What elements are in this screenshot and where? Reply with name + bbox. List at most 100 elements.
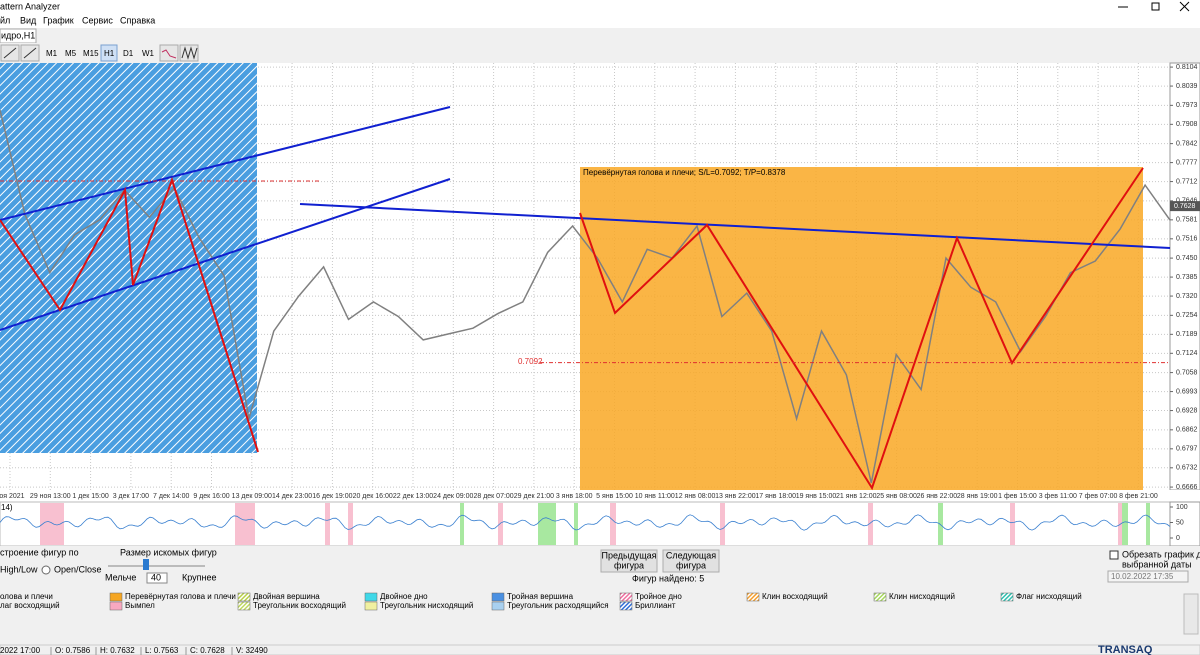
x-tick-label: 17 янв 18:00: [755, 493, 796, 500]
size-value: 40: [151, 572, 161, 582]
legend-label: Клин восходящий: [762, 592, 828, 601]
x-tick-label: ноя 2021: [0, 493, 25, 500]
indicator-tick-label: 100: [1176, 504, 1188, 511]
price-line: [0, 109, 1171, 484]
chart-overlay: 0.8104 0.8039 0.7973 0.7908 0.7842 0.7777 0.77…: [0, 64, 1200, 500]
x-tick-label: 1 дек 15:00: [72, 493, 108, 500]
x-tick-label: 13 янв 22:00: [715, 493, 756, 500]
x-tick-label: 25 янв 08:00: [876, 493, 917, 500]
signal-bar: [348, 503, 353, 545]
signal-bar: [1122, 503, 1128, 545]
tab-strip: [0, 28, 1200, 43]
x-tick-label: 22 дек 13:00: [393, 493, 433, 500]
timeframe-button[interactable]: [62, 45, 78, 61]
timeframe-button[interactable]: [139, 45, 155, 61]
x-tick-label: 1 фев 15:00: [998, 493, 1037, 500]
menu-item[interactable]: Сервис: [82, 15, 113, 25]
y-tick-label: 0.7450: [1176, 255, 1198, 262]
nav-button[interactable]: [662, 549, 720, 573]
signal-bar: [574, 503, 578, 545]
legend-label: Двойная вершина: [253, 592, 320, 601]
nav-button-label: фигура: [676, 560, 706, 570]
y-tick-label: 0.7124: [1176, 350, 1198, 357]
timeframe-button[interactable]: [80, 45, 98, 61]
slider-thumb[interactable]: [143, 559, 149, 570]
window-title: attern Analyzer: [0, 1, 60, 11]
timeframe-button[interactable]: [120, 45, 136, 61]
y-tick-label: 0.7842: [1176, 140, 1198, 147]
x-tick-label: 12 янв 08:00: [675, 493, 716, 500]
menu-item[interactable]: Вид: [20, 15, 37, 25]
signal-bar: [325, 503, 330, 545]
x-tick-label: 28 янв 19:00: [957, 493, 998, 500]
timeframes: M1 M5 M15 H1 D1 W1: [43, 44, 155, 62]
y-tick-label: 0.7254: [1176, 312, 1198, 319]
timeframe-label: M5: [65, 49, 77, 58]
legend-swatch: [619, 592, 633, 602]
legend-label: Клин нисходящий: [889, 592, 955, 601]
x-tick-label: 5 янв 15:00: [596, 493, 633, 500]
x-tick-label: 3 янв 18:00: [556, 493, 593, 500]
menu-item[interactable]: Справка: [120, 15, 155, 25]
pattern-annotation: Перевёрнутая голова и плечи; S/L=0.7092;…: [583, 168, 786, 177]
tool-icon: [23, 47, 37, 59]
menu-item[interactable]: График: [43, 15, 74, 25]
legend-label: Флаг нисходящий: [1016, 592, 1082, 601]
menu: йл Вид График Сервис Справка: [0, 15, 155, 25]
pattern-zone: [580, 167, 1143, 490]
y-tick-label: 0.7058: [1176, 369, 1198, 376]
y-tick-label: 0.7712: [1176, 178, 1198, 185]
legend-swatch: [1000, 592, 1014, 602]
legend-label: Тройная вершина: [507, 592, 574, 601]
x-tick-label: 3 дек 17:00: [113, 493, 149, 500]
legend-swatch: [109, 592, 123, 602]
x-tick-label: 7 дек 14:00: [153, 493, 189, 500]
logo: TRANSAQ: [1098, 644, 1153, 655]
status-field: 2022 17:00: [0, 646, 41, 655]
y-tick-label: 0.6993: [1176, 388, 1198, 395]
neck-line: [299, 203, 1171, 249]
y-tick-label: 0.7189: [1176, 331, 1198, 338]
crop-checkbox[interactable]: [1109, 550, 1119, 560]
close-button[interactable]: [1179, 1, 1190, 12]
y-tick-label: 0.8104: [1176, 64, 1198, 71]
tab-label: идро,H1: [1, 30, 35, 40]
signal-bar: [1010, 503, 1015, 545]
x-tick-label: 20 дек 16:00: [353, 493, 393, 500]
legend-swatch: [109, 601, 123, 611]
x-tick-label: 26 янв 22:00: [917, 493, 958, 500]
indicator-line: [0, 514, 1171, 531]
nav-button-label: фигура: [614, 560, 644, 570]
current-price-label: 0.7628: [1174, 203, 1196, 210]
maximize-button[interactable]: [1151, 2, 1160, 11]
legend-label: Перевёрнутая голова и плечи: [125, 592, 236, 601]
x-tick-label: 28 дек 07:00: [473, 493, 513, 500]
timeframe-button[interactable]: [100, 44, 118, 62]
channel-line: [0, 106, 451, 221]
menu-item[interactable]: йл: [0, 15, 10, 25]
legend-swatch: [491, 592, 505, 602]
y-tick-label: 0.7516: [1176, 236, 1198, 243]
y-tick-label: 0.7973: [1176, 102, 1198, 109]
controls-panel: [0, 546, 1200, 590]
date-input[interactable]: [1107, 570, 1189, 583]
price-axis: [1169, 62, 1200, 491]
signal-bar: [938, 503, 943, 545]
scrollbar[interactable]: [1183, 593, 1199, 635]
slider-min-label: Мельче: [105, 572, 136, 582]
radio-button[interactable]: [41, 565, 51, 575]
x-tick-label: 29 ноя 13:00: [30, 493, 71, 500]
size-input[interactable]: [146, 572, 168, 584]
legend-label: Треугольник расходящийся: [507, 601, 609, 610]
tool-icon: [161, 49, 177, 59]
x-tick-label: 9 дек 16:00: [193, 493, 229, 500]
time-axis: [0, 490, 1200, 502]
date-value: 10.02.2022 17:35: [1111, 572, 1174, 581]
y-tick-label: 0.6666: [1176, 484, 1198, 491]
nav-button[interactable]: [600, 549, 658, 573]
x-tick-label: 8 фев 21:00: [1119, 493, 1158, 500]
indicator: 100 50 0 14): [0, 503, 1188, 545]
timeframe-button[interactable]: [43, 45, 59, 61]
legend-label: Тройное дно: [635, 592, 682, 601]
tool-button[interactable]: [159, 44, 179, 62]
